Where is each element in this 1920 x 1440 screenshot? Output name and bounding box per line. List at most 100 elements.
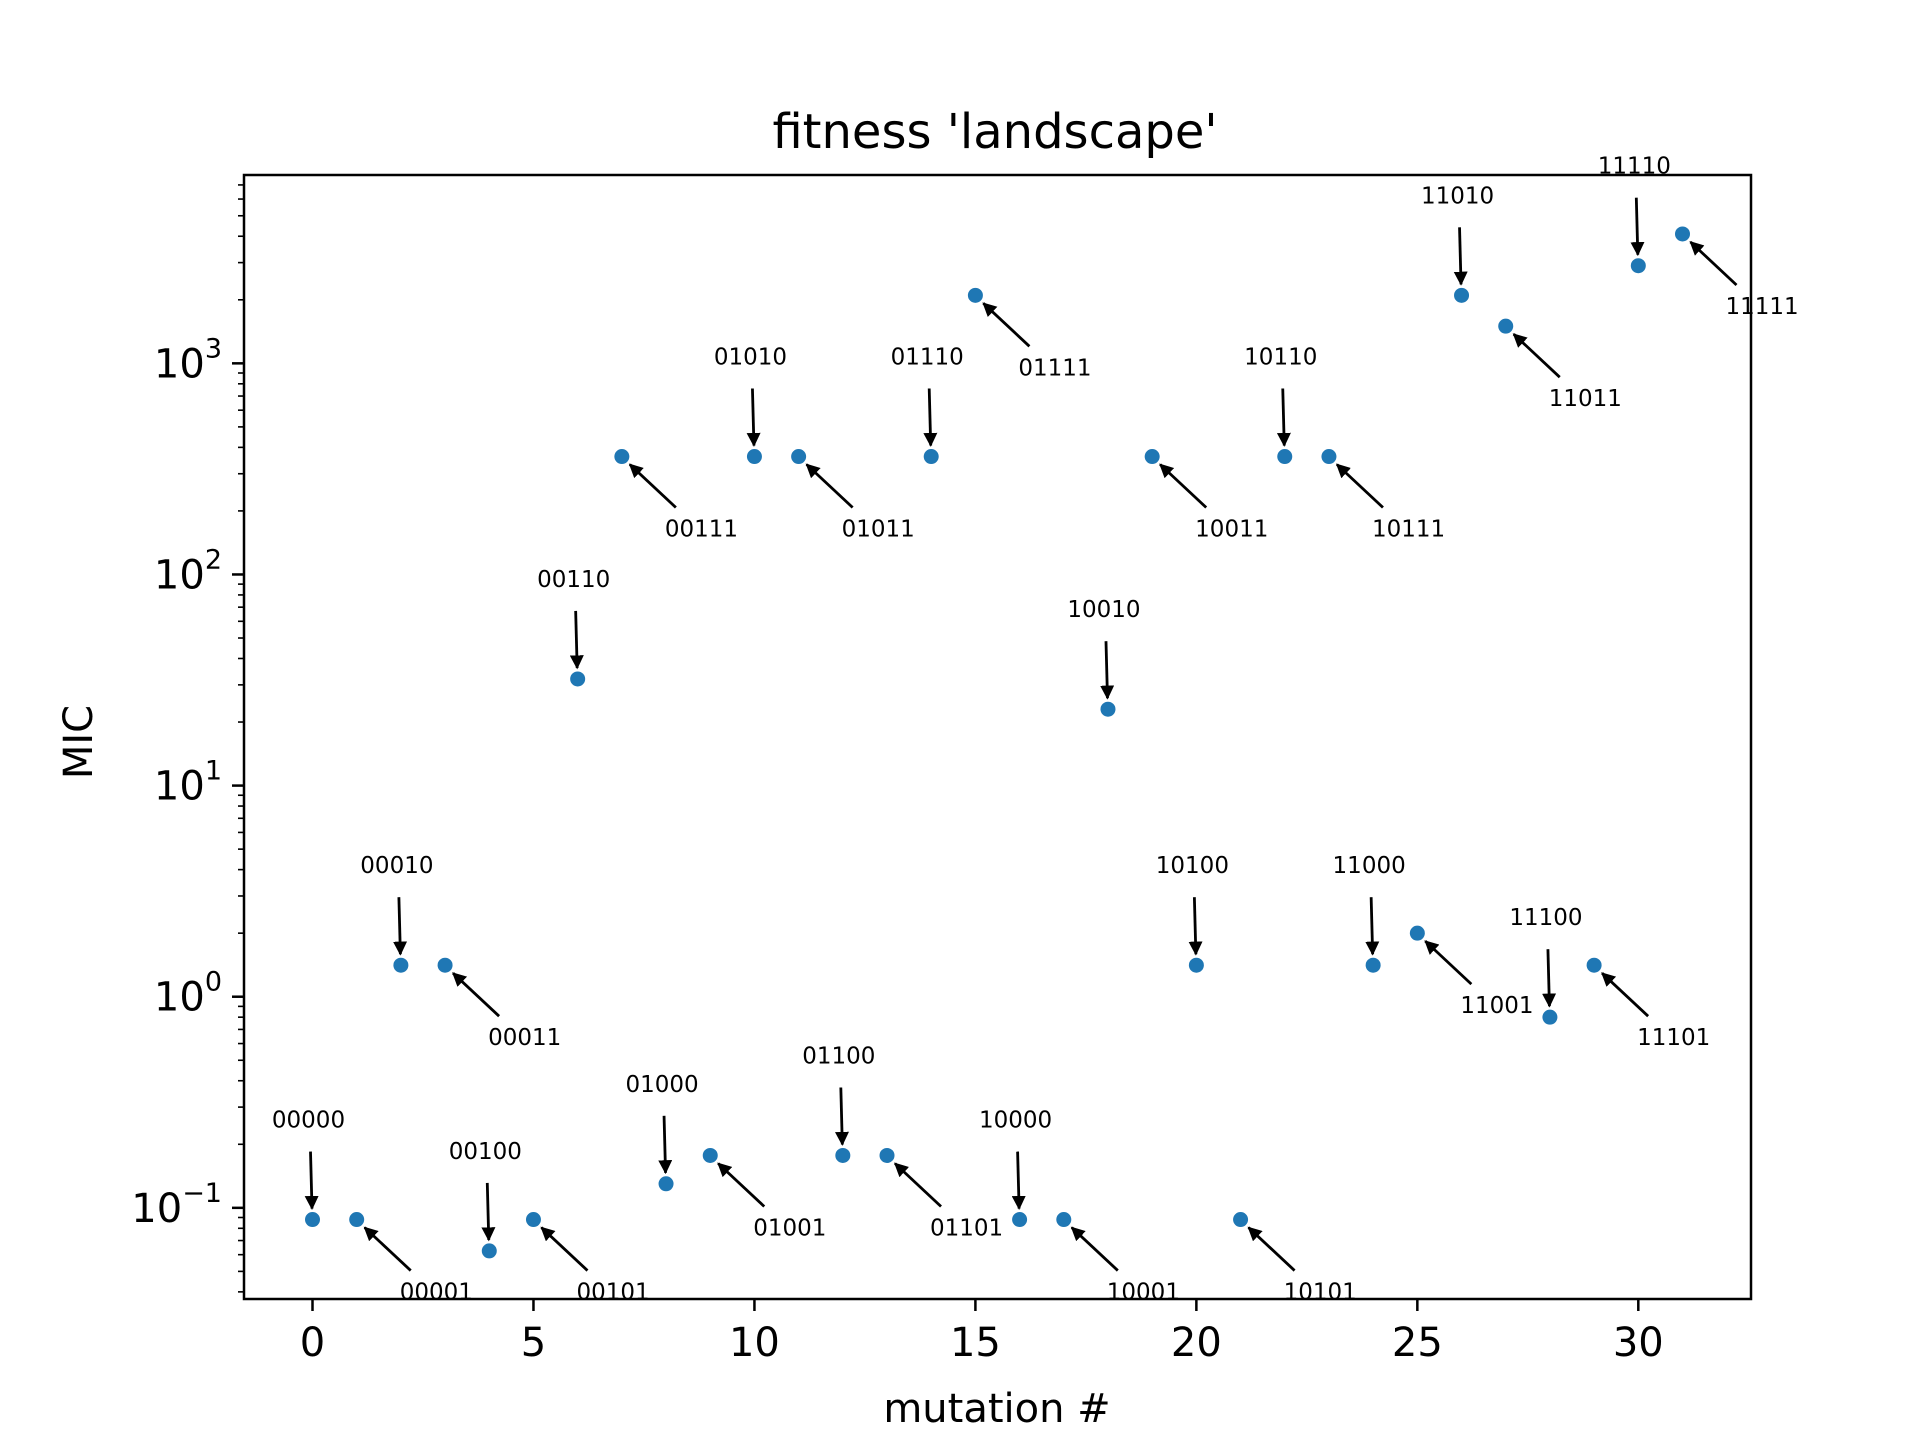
data-point: [1586, 957, 1602, 973]
chart-title: fitness 'landscape': [772, 104, 1217, 160]
annotation-arrow: [1011, 1151, 1026, 1210]
point-label: 10111: [1372, 517, 1445, 543]
x-tick-label: 20: [1171, 1320, 1222, 1366]
annotation-arrow: [717, 1162, 766, 1208]
data-point: [1188, 957, 1204, 973]
point-label: 11001: [1460, 993, 1533, 1019]
y-tick-label: 10−1: [131, 1178, 222, 1232]
point-label: 10100: [1156, 853, 1229, 879]
data-point: [1675, 226, 1690, 242]
annotation-arrow: [1542, 949, 1557, 1008]
data-point: [349, 1212, 365, 1228]
point-label: 01000: [625, 1072, 698, 1098]
point-label: 01001: [753, 1215, 826, 1241]
y-tick-label: 101: [154, 756, 222, 810]
x-axis: 0 5 10 15 20 25 30: [300, 1299, 1664, 1366]
annotation-arrow: [1276, 388, 1291, 447]
point-label: 10110: [1244, 345, 1317, 371]
y-tick-label: 102: [154, 544, 222, 598]
annotation-arrow: [893, 1162, 942, 1208]
data-point: [570, 671, 586, 687]
x-tick-label: 5: [521, 1320, 546, 1366]
annotation-arrow: [1335, 463, 1384, 509]
x-tick-label: 15: [950, 1320, 1001, 1366]
data-point: [1498, 318, 1514, 334]
data-point: [879, 1147, 895, 1163]
plot-area: 00000 00001 00010 00011 00100 00101 00110 00111…: [272, 154, 1799, 1306]
annotation-arrow: [923, 388, 938, 447]
annotation-arrow: [746, 388, 761, 447]
annotation-arrow: [805, 463, 854, 509]
data-point: [437, 957, 453, 973]
point-label: 00010: [360, 853, 433, 879]
data-point: [835, 1147, 851, 1163]
annotation-arrow: [1188, 897, 1203, 956]
point-label: 00000: [272, 1108, 345, 1134]
y-tick-label: 100: [154, 967, 222, 1021]
data-point: [746, 449, 762, 465]
data-point: [1100, 701, 1116, 717]
point-label: 11100: [1509, 905, 1582, 931]
y-axis: 10−1 100 101 102 103: [131, 184, 244, 1293]
annotation-arrow: [363, 1226, 412, 1272]
annotation-arrow: [834, 1087, 849, 1146]
data-point: [1012, 1212, 1028, 1228]
data-point: [791, 449, 807, 465]
point-label: 10001: [1107, 1280, 1180, 1306]
data-point: [1542, 1009, 1558, 1025]
annotation-arrow: [481, 1182, 496, 1242]
point-label: 00111: [665, 517, 738, 543]
x-tick-label: 0: [300, 1320, 325, 1366]
data-point: [1321, 449, 1337, 465]
annotation-arrow: [1630, 197, 1645, 257]
data-point: [614, 449, 630, 465]
data-point: [393, 957, 409, 973]
point-label: 11111: [1726, 294, 1799, 320]
annotation-arrow: [1247, 1226, 1296, 1272]
annotation-arrow: [540, 1226, 589, 1272]
annotation-arrow: [569, 610, 584, 670]
data-point: [658, 1176, 674, 1192]
point-label: 00001: [400, 1280, 473, 1306]
x-tick-label: 10: [729, 1320, 780, 1366]
annotation-arrow: [1100, 641, 1115, 700]
point-label: 11011: [1549, 386, 1622, 412]
annotation-arrow: [1070, 1226, 1119, 1272]
point-label: 11000: [1333, 853, 1406, 879]
data-point: [1277, 449, 1293, 465]
annotation-arrow: [304, 1151, 319, 1210]
data-point: [1454, 287, 1470, 303]
y-tick-label: 103: [154, 333, 222, 387]
point-label: 10010: [1067, 597, 1140, 623]
point-label: 00101: [576, 1280, 649, 1306]
annotation-arrow: [628, 463, 677, 509]
annotation-arrow: [452, 972, 501, 1018]
annotation-arrow: [1512, 333, 1561, 379]
annotation-arrow: [1453, 227, 1468, 286]
point-label: 01110: [891, 345, 964, 371]
data-point: [702, 1147, 718, 1163]
point-label: 01101: [930, 1215, 1003, 1241]
data-point: [967, 287, 983, 303]
annotation-arrow: [1159, 463, 1208, 509]
data-point: [305, 1212, 320, 1228]
point-label: 00100: [449, 1139, 522, 1165]
data-point: [525, 1212, 541, 1228]
point-label: 11101: [1637, 1025, 1710, 1051]
axes-frame: [242, 173, 1753, 1301]
data-point: [1144, 449, 1160, 465]
point-label: 00110: [537, 567, 610, 593]
annotation-arrow: [1601, 972, 1650, 1018]
data-point: [1233, 1212, 1249, 1228]
annotation-arrow: [982, 302, 1031, 348]
point-label: 01100: [802, 1043, 875, 1069]
point-label: 00011: [488, 1025, 561, 1051]
annotation-arrow: [658, 1115, 673, 1175]
x-tick-label: 30: [1613, 1320, 1664, 1366]
data-point: [481, 1243, 497, 1259]
annotation-arrow: [1365, 897, 1380, 956]
point-label: 01111: [1018, 355, 1091, 381]
point-label: 11010: [1421, 183, 1494, 209]
x-tick-label: 25: [1392, 1320, 1443, 1366]
